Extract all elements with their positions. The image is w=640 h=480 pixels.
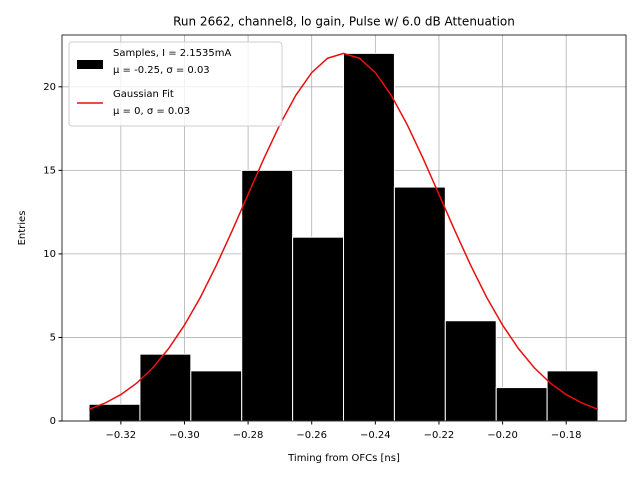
bar bbox=[139, 353, 192, 422]
bar bbox=[495, 387, 548, 422]
bar bbox=[444, 320, 497, 422]
legend-label: μ = -0.25, σ = 0.03 bbox=[113, 65, 210, 76]
axes-frame bbox=[61, 34, 627, 422]
legend-box bbox=[68, 41, 283, 127]
legend: Samples, I = 2.1535mA μ = -0.25, σ = 0.03… bbox=[68, 41, 283, 127]
y-tick-label: 10 bbox=[43, 249, 56, 260]
x-tick-label: −0.24 bbox=[360, 430, 391, 441]
y-tick-label: 15 bbox=[43, 165, 56, 176]
x-tick-label: −0.20 bbox=[487, 430, 518, 441]
y-axis-label: Entries bbox=[17, 211, 28, 246]
x-tick-label: −0.22 bbox=[424, 430, 455, 441]
bar bbox=[241, 169, 294, 422]
bar bbox=[190, 370, 243, 422]
x-axis-label: Timing from OFCs [ns] bbox=[287, 453, 400, 464]
y-tick-label: 5 bbox=[50, 332, 56, 343]
chart-title: Run 2662, channel8, lo gain, Pulse w/ 6.… bbox=[173, 15, 515, 29]
bar bbox=[292, 236, 345, 422]
y-tick-label: 0 bbox=[50, 416, 56, 427]
legend-label: Samples, I = 2.1535mA bbox=[113, 48, 231, 59]
bar bbox=[546, 370, 599, 422]
y-tick-label: 20 bbox=[43, 82, 56, 93]
fit-line bbox=[88, 52, 599, 411]
x-tick-label: −0.28 bbox=[233, 430, 264, 441]
legend-label: μ = 0, σ = 0.03 bbox=[113, 106, 190, 117]
x-tick-label: −0.30 bbox=[169, 430, 200, 441]
bar bbox=[393, 186, 446, 422]
legend-label: Gaussian Fit bbox=[113, 89, 174, 100]
bar bbox=[343, 52, 395, 422]
x-tick-label: −0.26 bbox=[296, 430, 327, 441]
x-tick-label: −0.18 bbox=[551, 430, 582, 441]
x-tick-label: −0.32 bbox=[106, 430, 137, 441]
legend-swatch bbox=[77, 60, 103, 69]
